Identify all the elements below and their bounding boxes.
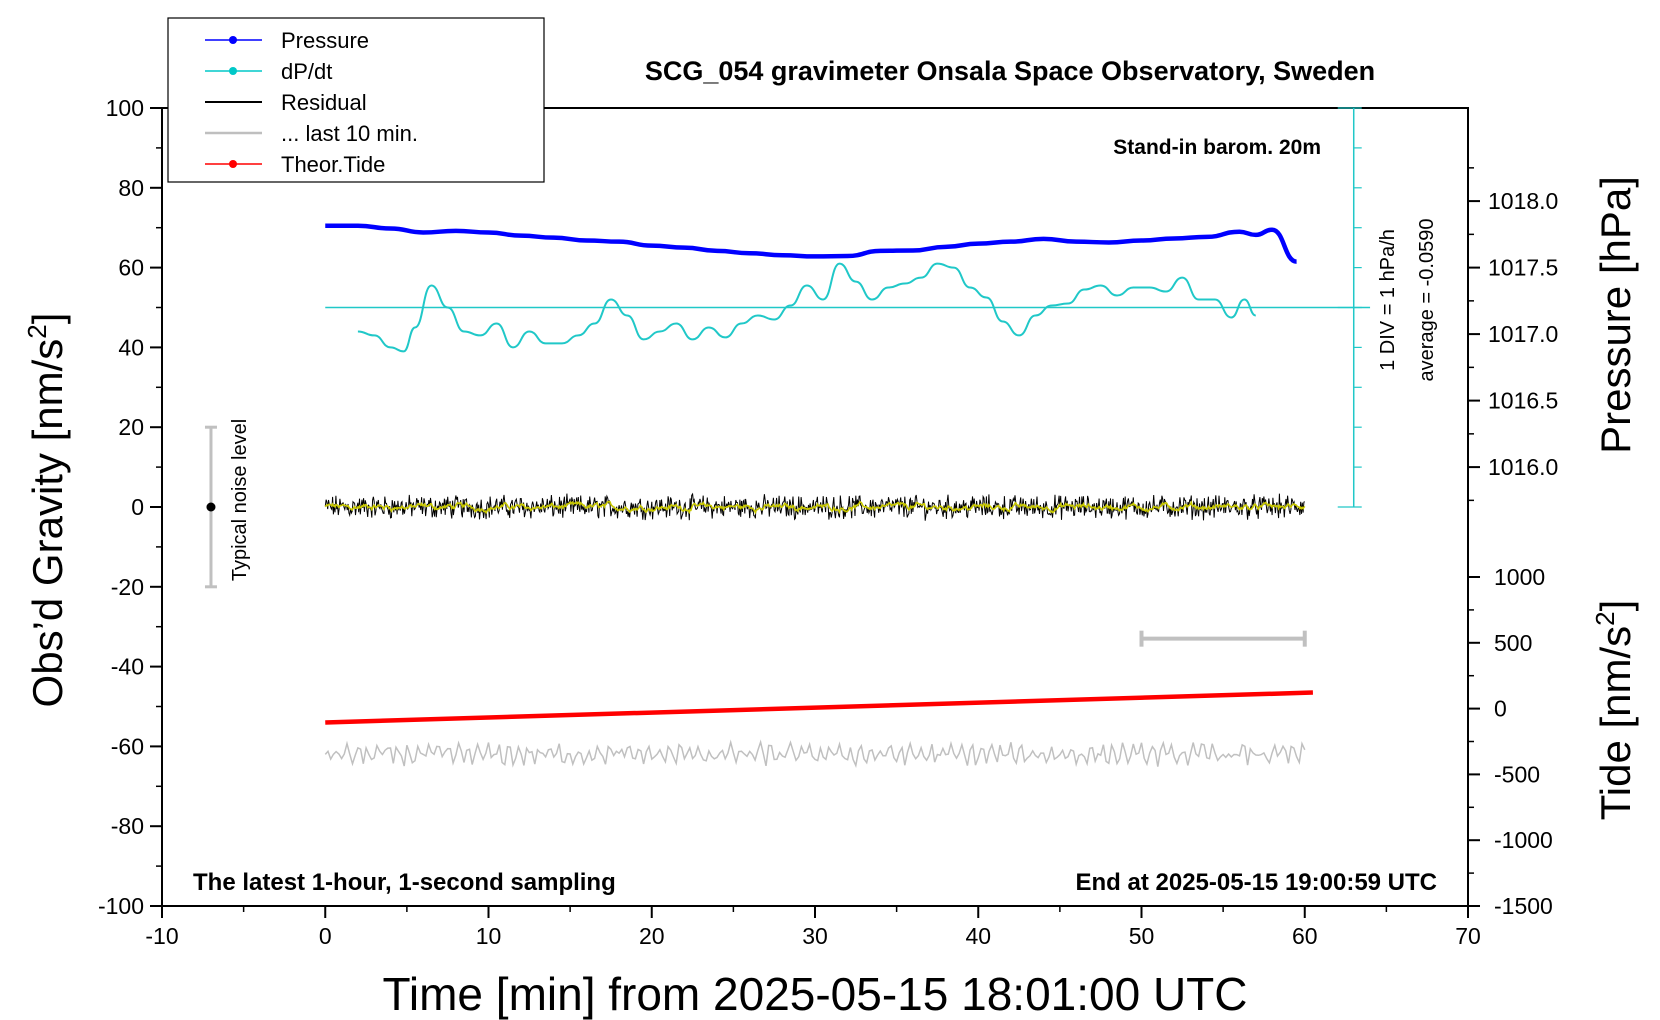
pressure-axis: 1018.0 1017.5 1017.0 1016.5 1016.0 bbox=[1468, 167, 1558, 502]
y-tick-label: 40 bbox=[118, 334, 144, 360]
y-tick-label: -20 bbox=[111, 574, 144, 600]
x-tick-label: 20 bbox=[639, 923, 665, 949]
noise-bar-center-dot bbox=[206, 502, 216, 512]
average-label: average = -0.0590 bbox=[1416, 219, 1438, 382]
residual-smoothed-line bbox=[324, 500, 1306, 515]
pressure-tick-label: 1016.0 bbox=[1488, 454, 1558, 480]
x-tick-label: 50 bbox=[1129, 923, 1155, 949]
y-tick-label: 80 bbox=[118, 175, 144, 201]
legend-item: Theor.Tide bbox=[205, 152, 385, 177]
legend-swatch-marker bbox=[229, 36, 237, 44]
tide-tick-label: -1000 bbox=[1494, 827, 1553, 853]
y-tick-label: 0 bbox=[131, 494, 144, 520]
legend: Pressure dP/dt Residual ... last 10 min. The… bbox=[167, 17, 545, 183]
x-tick-label: 40 bbox=[965, 923, 991, 949]
pressure-series-line bbox=[325, 223, 1298, 264]
y-tick-label: -60 bbox=[111, 733, 144, 759]
x-tick-label: 0 bbox=[319, 923, 332, 949]
tide-axis: 1000 500 0 -500 -1000 -1500 bbox=[1468, 564, 1553, 919]
y-axis-left-label: Obs’d Gravity [nm/s2] bbox=[22, 313, 71, 708]
pressure-tick-label: 1016.5 bbox=[1488, 388, 1558, 414]
x-axis: -10 0 10 20 30 40 50 60 70 bbox=[145, 906, 1481, 949]
legend-box bbox=[167, 17, 545, 183]
last-10-min-line bbox=[324, 739, 1306, 769]
dpdt-series-line bbox=[357, 262, 1257, 353]
noise-level-bar bbox=[204, 425, 217, 589]
y-axis-left-label-end: ] bbox=[24, 313, 71, 325]
dpdt-div-scale bbox=[1337, 107, 1362, 508]
tide-tick-label: 0 bbox=[1494, 696, 1507, 722]
tide-tick-label: -1500 bbox=[1494, 893, 1553, 919]
legend-label: Pressure bbox=[281, 28, 369, 53]
x-tick-label: 60 bbox=[1292, 923, 1318, 949]
tide-axis-label-base: Tide [nm/s bbox=[1592, 626, 1639, 821]
pressure-axis-label: Pressure [hPa] bbox=[1592, 176, 1639, 454]
y-axis-left-label-base: Obs’d Gravity [nm/s bbox=[24, 339, 71, 708]
pressure-tick-label: 1017.0 bbox=[1488, 321, 1558, 347]
legend-swatch-marker bbox=[229, 67, 237, 75]
latest-sampling-note: The latest 1-hour, 1-second sampling bbox=[193, 869, 616, 896]
y-axis-left-label-sup: 2 bbox=[22, 324, 52, 338]
legend-item: dP/dt bbox=[205, 59, 332, 84]
pressure-tick-label: 1017.5 bbox=[1488, 255, 1558, 281]
x-tick-label: -10 bbox=[145, 923, 178, 949]
tide-axis-label-end: ] bbox=[1592, 600, 1639, 612]
noise-level-label: Typical noise level bbox=[229, 419, 251, 581]
tide-series-line bbox=[325, 690, 1313, 725]
legend-label: ... last 10 min. bbox=[281, 121, 418, 146]
tide-tick-label: 500 bbox=[1494, 630, 1532, 656]
legend-swatch-marker bbox=[229, 160, 237, 168]
div-scale-label: 1 DIV = 1 hPa/h bbox=[1377, 229, 1399, 371]
legend-item: ... last 10 min. bbox=[205, 121, 418, 146]
legend-label: Theor.Tide bbox=[281, 152, 385, 177]
legend-label: Residual bbox=[281, 90, 367, 115]
y-tick-label: 20 bbox=[118, 414, 144, 440]
residual-series bbox=[324, 492, 1306, 521]
x-axis-label: Time [min] from 2025-05-15 18:01:00 UTC bbox=[383, 968, 1248, 1020]
y-tick-label: -40 bbox=[111, 654, 144, 680]
end-time-note: End at 2025-05-15 19:00:59 UTC bbox=[1076, 869, 1438, 896]
legend-item: Residual bbox=[205, 90, 367, 115]
y-tick-label: -100 bbox=[98, 893, 144, 919]
tide-tick-label: -500 bbox=[1494, 761, 1540, 787]
y-axis-left: 100 80 60 40 20 0 -20 -40 -60 -80 -100 bbox=[98, 95, 162, 919]
x-tick-label: 30 bbox=[802, 923, 828, 949]
legend-label: dP/dt bbox=[281, 59, 332, 84]
tide-axis-label: Tide [nm/s2] bbox=[1590, 600, 1639, 821]
x-tick-label: 10 bbox=[476, 923, 502, 949]
pressure-tick-label: 1018.0 bbox=[1488, 188, 1558, 214]
chart-title: SCG_054 gravimeter Onsala Space Observat… bbox=[645, 56, 1375, 86]
last-10-min-series bbox=[324, 739, 1306, 769]
y-tick-label: 100 bbox=[106, 95, 144, 121]
tide-axis-label-sup: 2 bbox=[1590, 611, 1620, 625]
legend-item: Pressure bbox=[205, 28, 369, 53]
y-tick-label: -80 bbox=[111, 813, 144, 839]
last-10-min-bar bbox=[1139, 630, 1307, 647]
y-tick-label: 60 bbox=[118, 255, 144, 281]
barometer-note: Stand-in barom. 20m bbox=[1113, 136, 1321, 159]
x-tick-label: 70 bbox=[1455, 923, 1481, 949]
tide-tick-label: 1000 bbox=[1494, 564, 1545, 590]
